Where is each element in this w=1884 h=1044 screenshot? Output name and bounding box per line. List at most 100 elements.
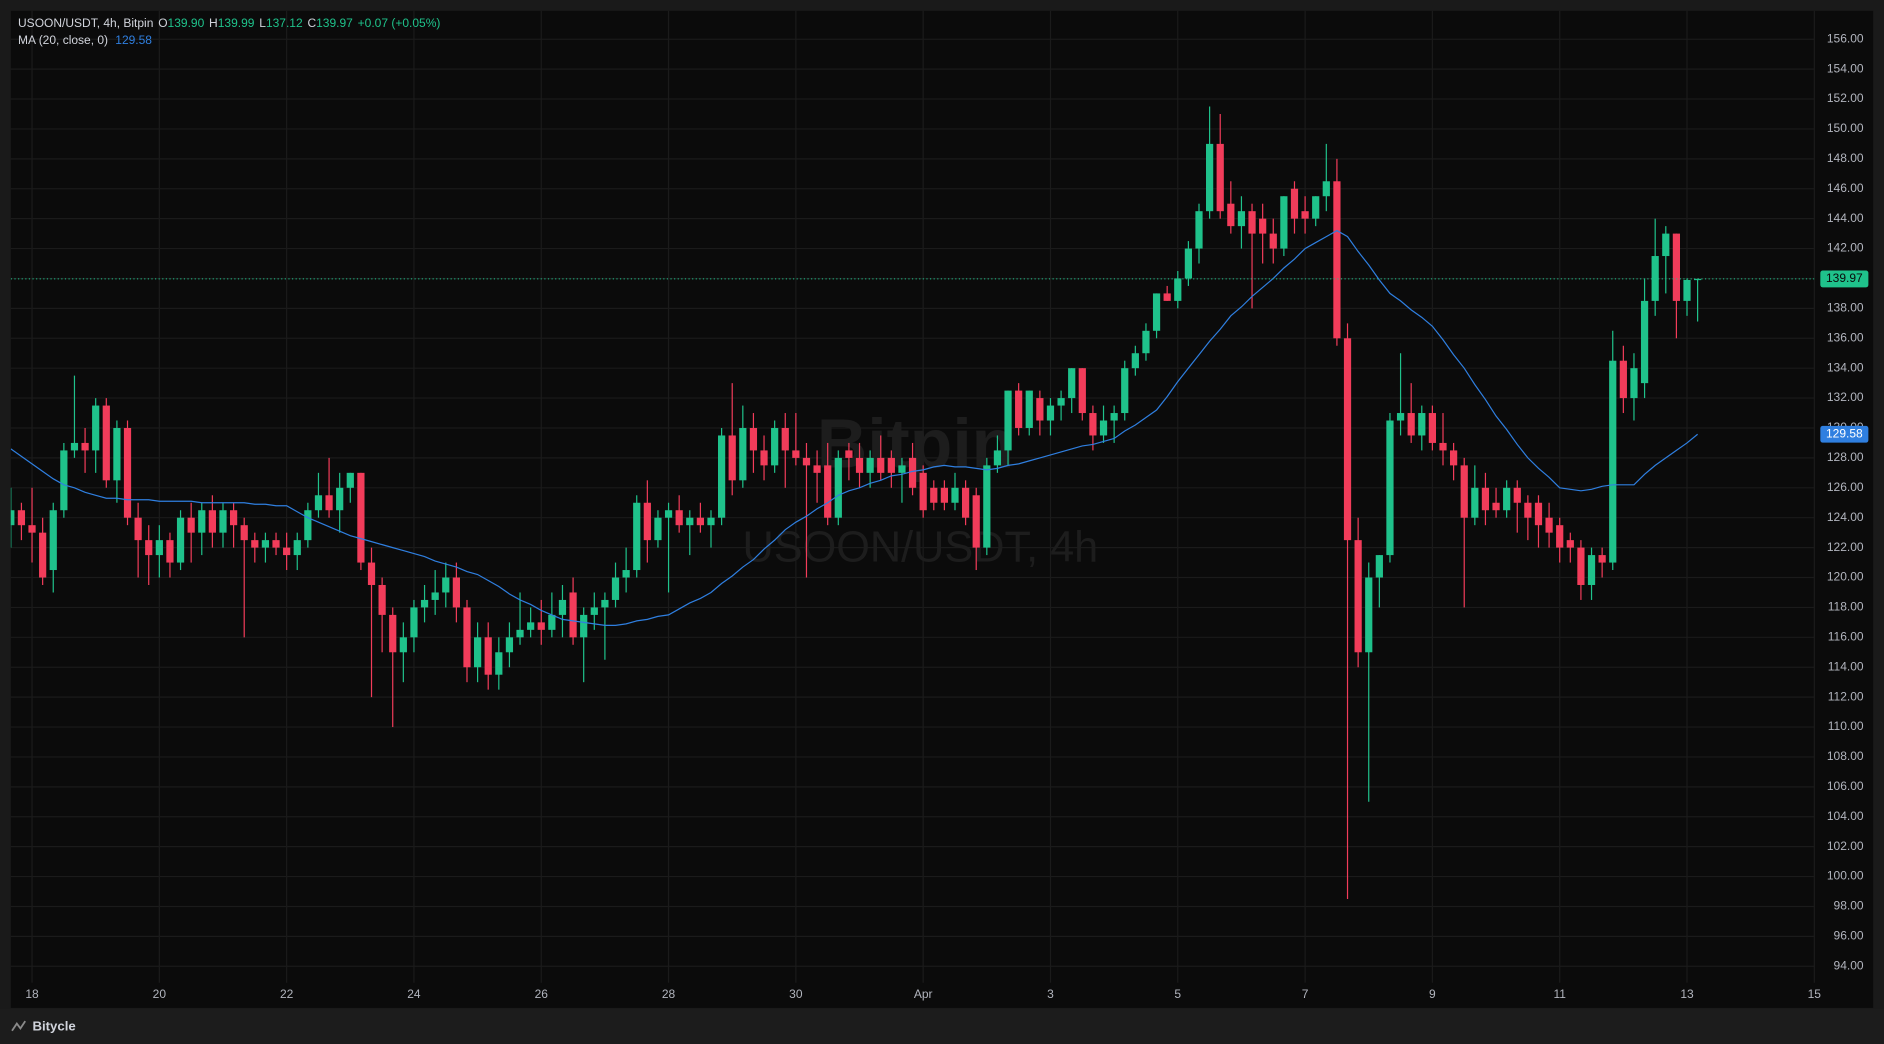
x-tick-label: 18 <box>25 987 39 1001</box>
candle-body <box>1057 398 1065 406</box>
candle-body <box>696 517 704 526</box>
close-label: C <box>307 16 316 30</box>
candle-body <box>1534 502 1543 526</box>
candle-body <box>1280 196 1288 249</box>
candle-body <box>1662 233 1670 257</box>
candle-body <box>728 435 736 481</box>
candle-body <box>569 592 577 638</box>
x-tick-label: 3 <box>1047 987 1054 1001</box>
candle-body <box>1068 368 1076 399</box>
y-tick-label: 108.00 <box>1827 749 1864 763</box>
candle-body <box>304 510 312 541</box>
low-label: L <box>259 16 266 30</box>
candle-body <box>325 495 333 511</box>
candle-body <box>1609 360 1617 563</box>
candle-body <box>70 442 79 451</box>
candle-body <box>60 450 68 511</box>
candle-body <box>1343 338 1352 541</box>
ma-value: 129.58 <box>115 33 152 47</box>
candle-body <box>1237 211 1246 227</box>
candle-body <box>1089 413 1097 436</box>
candle-body <box>1577 547 1585 585</box>
candle-body <box>1386 420 1394 556</box>
candle-body <box>1036 398 1044 421</box>
y-tick-label: 106.00 <box>1827 779 1864 793</box>
candle-body <box>1545 517 1553 533</box>
candle-body <box>123 427 132 518</box>
candle-body <box>134 517 142 541</box>
footer-bar <box>0 1009 1884 1044</box>
candle-body <box>1524 502 1532 518</box>
candle-body <box>951 487 959 503</box>
candle-body <box>972 495 980 548</box>
y-tick-label: 102.00 <box>1827 839 1864 853</box>
candle-body <box>1131 353 1139 369</box>
candle-body <box>643 502 651 541</box>
candle-body <box>39 532 47 578</box>
candle-body <box>813 465 821 473</box>
candle-body <box>824 465 832 518</box>
candle-body <box>1587 555 1596 585</box>
candle-body <box>229 510 238 526</box>
footer-brand[interactable]: Bitycle <box>32 1019 75 1034</box>
candle-body <box>866 457 874 473</box>
y-tick-label: 100.00 <box>1827 869 1864 883</box>
candle-body <box>1078 368 1086 414</box>
ma-tag-label: 129.58 <box>1826 426 1863 440</box>
candle-body <box>855 457 864 473</box>
candle-body <box>1004 390 1012 451</box>
candle-body <box>1513 487 1521 503</box>
candle-body <box>1248 211 1256 234</box>
candle-body <box>10 510 15 526</box>
axes: 94.00 96.00 98.00 100.00 102.00 104.00 106.00 1… <box>25 31 1869 1001</box>
candle-body <box>431 592 439 600</box>
candle-body <box>1290 188 1299 219</box>
y-tick-label: 128.00 <box>1827 450 1864 464</box>
candle-body <box>1025 390 1033 428</box>
plot-area <box>10 106 1815 899</box>
candle-body <box>1216 143 1224 212</box>
candle-body <box>420 599 429 608</box>
candle-body <box>1396 413 1405 421</box>
x-tick-label: 22 <box>280 987 294 1001</box>
y-tick-label: 154.00 <box>1827 61 1864 75</box>
footer-icon <box>11 1020 26 1032</box>
candle-body <box>1460 465 1468 518</box>
candle-body <box>1481 487 1490 511</box>
candle-body <box>1195 211 1203 249</box>
candle-body <box>792 450 800 458</box>
candle-body <box>166 540 174 563</box>
candle-body <box>1152 293 1161 331</box>
candle-body <box>1640 300 1649 384</box>
candle-body <box>633 502 641 571</box>
legend-ma: MA (20, close, 0) 129.58 <box>18 33 152 47</box>
candle-body <box>399 637 407 653</box>
candle-body <box>654 517 662 541</box>
candle-body <box>389 614 397 653</box>
candle-body <box>686 517 694 526</box>
ma-name: MA (20, close, 0) <box>18 33 108 47</box>
y-tick-label: 96.00 <box>1834 929 1864 943</box>
candle-body <box>49 510 57 571</box>
candle-body <box>707 517 715 526</box>
candle-body <box>983 465 991 548</box>
symbol: USOON/USDT, 4h, Bitpin <box>18 16 153 30</box>
candle-body <box>1184 248 1192 279</box>
candle-body <box>1450 450 1458 466</box>
candle-body <box>548 614 556 630</box>
candle-body <box>1206 143 1214 212</box>
candle-body <box>845 450 853 458</box>
candle-body <box>1428 413 1437 443</box>
candle-body <box>187 517 195 533</box>
candle-body <box>1619 360 1627 399</box>
candle-body <box>1301 211 1309 219</box>
candle-body <box>781 427 789 451</box>
candle-body <box>176 517 185 563</box>
watermark-subtitle: USOON/USDT, 4h <box>743 524 1099 572</box>
candle-body <box>1015 390 1023 428</box>
candle-body <box>930 487 938 503</box>
candle-body <box>1312 196 1320 219</box>
x-tick-label: 26 <box>535 987 549 1001</box>
candle-body <box>1099 420 1108 436</box>
